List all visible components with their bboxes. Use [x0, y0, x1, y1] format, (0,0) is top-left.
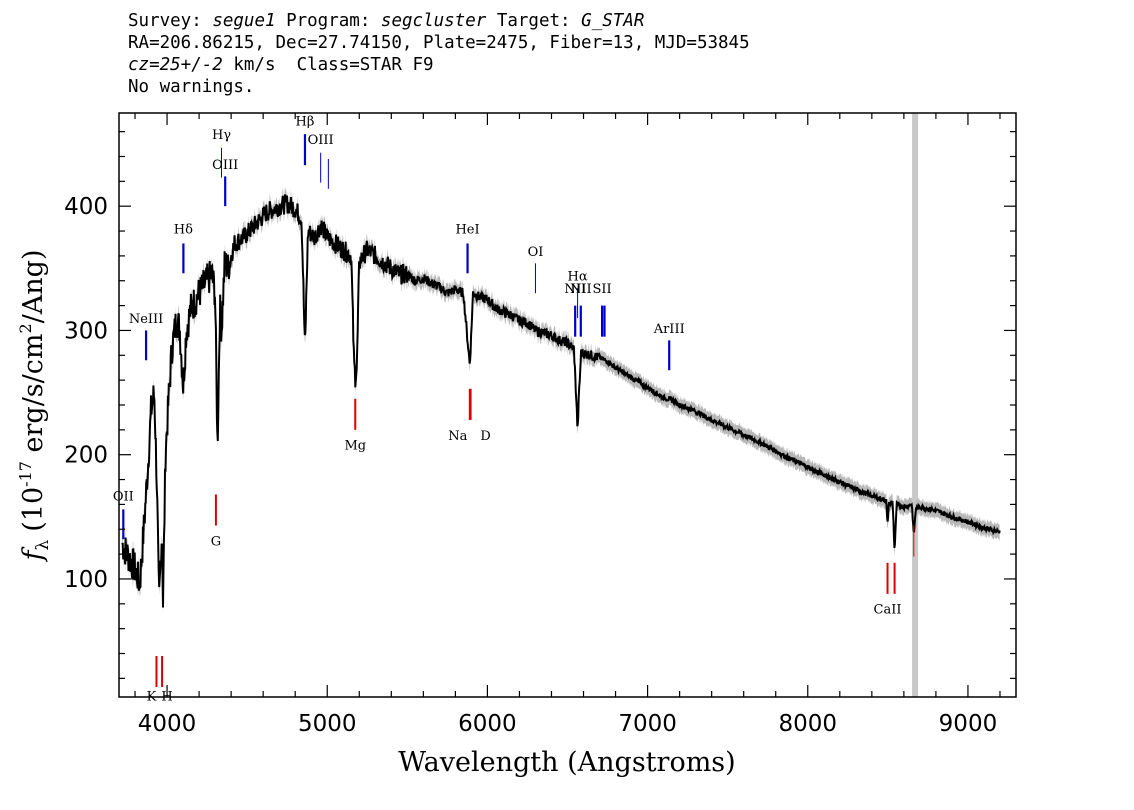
absorption-line-label: Na	[448, 429, 467, 444]
emission-line-label: OIII	[212, 158, 238, 173]
y-tick-labels: 100 200 300 400	[64, 194, 108, 593]
header-line-2: RA=206.86215, Dec=27.74150, Plate=2475, …	[128, 33, 750, 53]
survey-value: segue1	[212, 11, 276, 31]
y-tick-label: 400	[64, 194, 108, 220]
emission-line-label: OI	[528, 245, 544, 260]
masked-band	[912, 113, 919, 697]
y-label-units-3: /Ang)	[18, 250, 49, 324]
program-label: Program:	[286, 11, 371, 31]
survey-label: Survey:	[128, 11, 202, 31]
axis-ticks	[119, 113, 1016, 697]
y-tick-label: 300	[64, 318, 108, 344]
target-label: Target:	[496, 11, 571, 31]
y-label-units: (10	[18, 487, 49, 532]
emission-line-label: SII	[593, 282, 612, 297]
header-line-4: No warnings.	[128, 77, 255, 97]
header-line-3: cz=25+/-2 km/s Class=STAR F9	[128, 54, 1118, 76]
x-tick-label: 8000	[778, 711, 837, 737]
emission-line-label: NII	[570, 282, 592, 297]
y-label-units-2: erg/s/cm	[18, 334, 49, 462]
emission-line-label: HeI	[455, 223, 479, 238]
x-tick-label: 7000	[618, 711, 677, 737]
emission-line-label: NeIII	[129, 312, 163, 327]
header-line-1: Survey: segue1 Program: segcluster Targe…	[128, 10, 1118, 32]
x-tick-label: 9000	[939, 711, 998, 737]
x-tick-label: 6000	[458, 711, 517, 737]
spectrum-header: Survey: segue1 Program: segcluster Targe…	[128, 10, 1118, 98]
y-label-exponent: -17	[16, 461, 35, 487]
emission-line-label: Hγ	[212, 128, 231, 143]
redshift-value: cz=25+/-2	[128, 55, 223, 75]
x-axis-label: Wavelength (Angstroms)	[398, 747, 735, 778]
x-tick-labels: 4000 5000 6000 7000 8000 9000	[138, 711, 997, 737]
y-tick-label: 200	[64, 443, 108, 469]
spectrum-line	[121, 194, 1001, 608]
program-value: segcluster	[380, 11, 487, 31]
emission-line-label: ArIII	[653, 322, 685, 337]
absorption-line-label: D	[480, 429, 490, 444]
emission-line-label: OII	[113, 490, 134, 505]
absorption-line-label: G	[211, 534, 221, 549]
absorption-line-label: Mg	[344, 439, 366, 454]
emission-line-label: Hβ	[296, 114, 315, 129]
y-label-subscript: λ	[33, 539, 53, 550]
emission-line-label: Hδ	[174, 223, 193, 238]
emission-line-label: Hα	[568, 270, 588, 285]
y-axis-label: fλ(10-17 erg/s/cm2/Ang)	[16, 250, 53, 563]
emission-line-label: NII	[564, 282, 586, 297]
x-tick-label: 4000	[138, 711, 197, 737]
error-band	[122, 187, 1000, 615]
emission-line-label: OIII	[308, 133, 334, 148]
target-value: G_STAR	[581, 11, 645, 31]
y-tick-label: 100	[64, 567, 108, 593]
x-tick-label: 5000	[298, 711, 357, 737]
absorption-line-label: CaII	[874, 603, 902, 618]
class-value: km/s Class=STAR F9	[222, 55, 434, 75]
y-label-exponent-2: 2	[16, 323, 35, 333]
